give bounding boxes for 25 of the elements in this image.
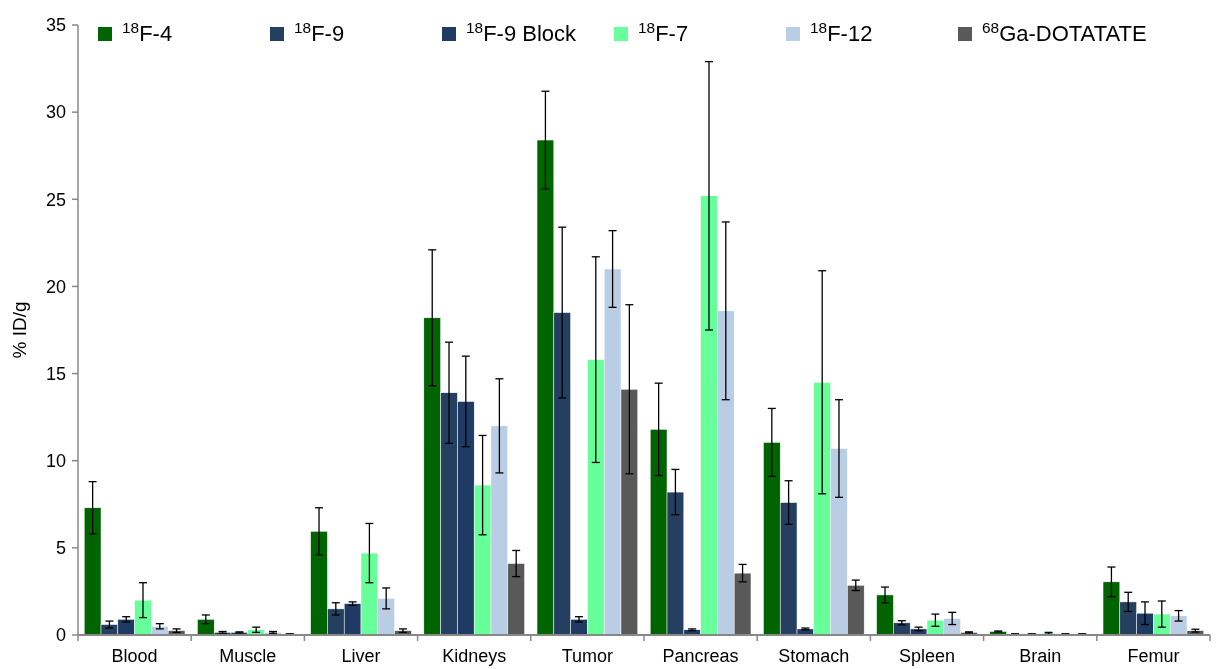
x-tick-label: Kidneys xyxy=(442,646,507,666)
y-tick-label: 25 xyxy=(45,189,66,210)
x-tick-label: Spleen xyxy=(898,646,956,666)
y-tick-label: 0 xyxy=(55,625,66,646)
x-tick-label: Blood xyxy=(111,646,158,666)
x-tick-label: Muscle xyxy=(219,646,277,666)
y-tick-label: 35 xyxy=(45,15,66,36)
y-tick-label: 20 xyxy=(45,276,66,297)
legend-label: $^{68}$Ga-DOTATATE xyxy=(982,18,1147,46)
legend-label: $^{18}$F-9 Block xyxy=(466,18,578,46)
y-tick-label: 15 xyxy=(45,363,66,384)
y-tick-label: 30 xyxy=(45,102,66,123)
legend-label: $^{18}$F-9 xyxy=(294,18,345,46)
y-axis-title: % ID/g xyxy=(9,301,30,359)
legend-label: $^{18}$F-4 xyxy=(122,18,173,46)
legend-label: $^{18}$F-12 xyxy=(810,18,873,46)
x-tick-label: Brain xyxy=(1019,646,1062,666)
x-tick-label: Femur xyxy=(1127,646,1180,666)
x-tick-label: Tumor xyxy=(561,646,614,666)
x-tick-label: Stomach xyxy=(778,646,850,666)
legend-label: $^{18}$F-7 xyxy=(638,18,689,46)
x-tick-label: Pancreas xyxy=(662,646,739,666)
x-tick-label: Liver xyxy=(341,646,381,666)
y-tick-label: 5 xyxy=(55,538,66,559)
y-tick-label: 10 xyxy=(45,451,66,472)
